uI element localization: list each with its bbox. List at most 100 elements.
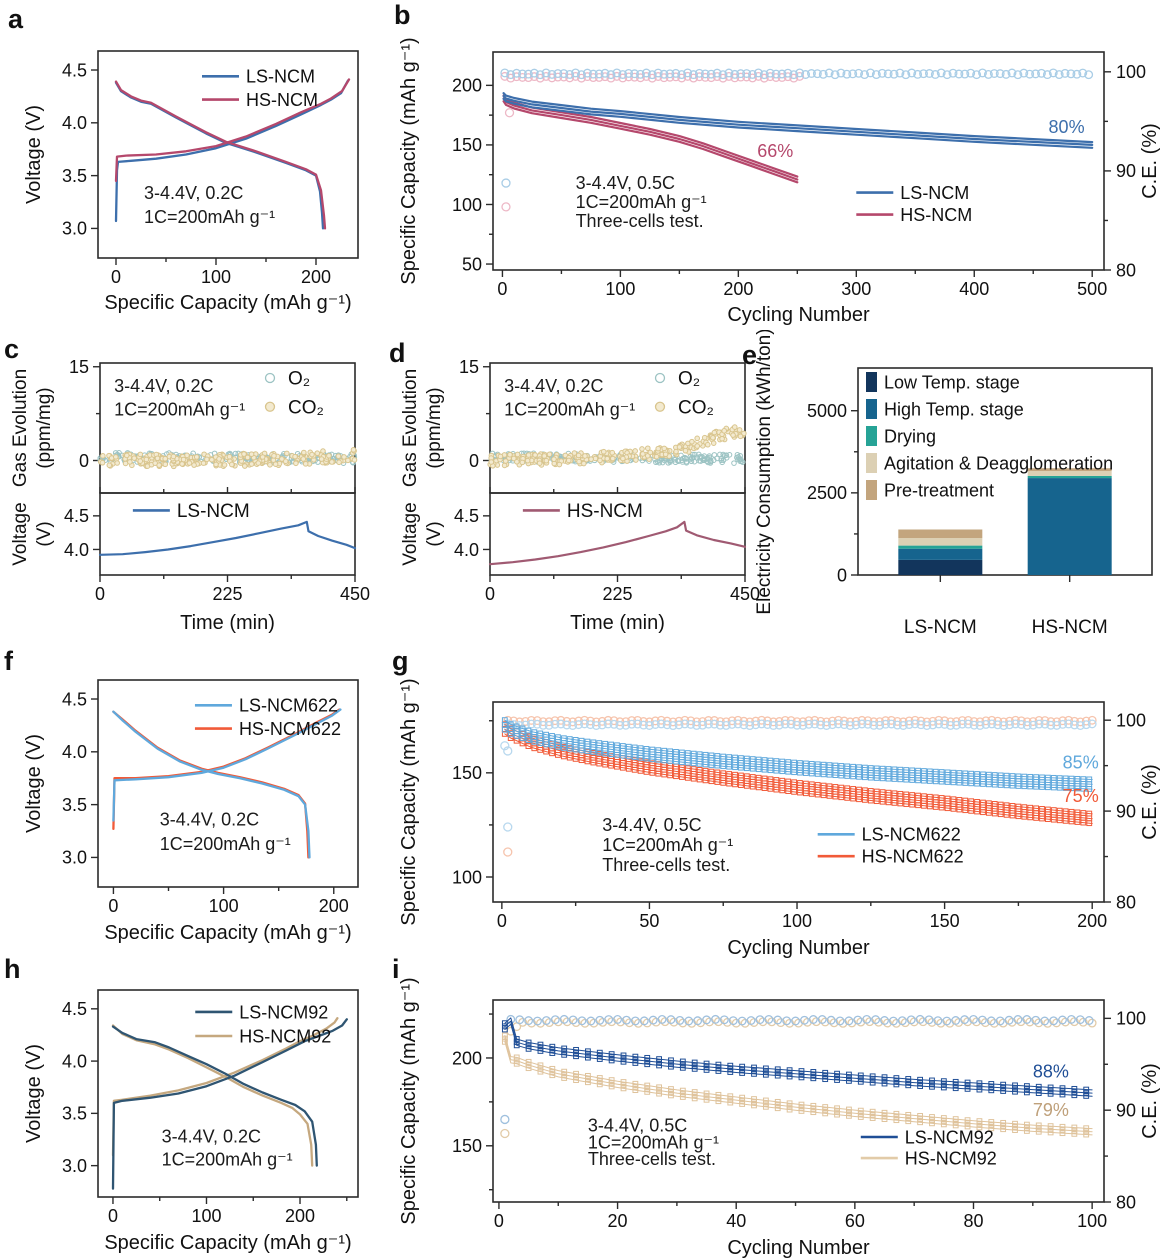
panel-b-chart: 0 100 200 300 400 500 Cycling Number 50 100 150 20… bbox=[398, 37, 1161, 326]
capacity-marker bbox=[668, 1060, 674, 1067]
gas-marker bbox=[536, 460, 543, 466]
capacity-marker bbox=[988, 1125, 995, 1132]
ce-marker bbox=[644, 721, 654, 730]
capacity-marker bbox=[761, 757, 768, 763]
capacity-marker bbox=[964, 1120, 971, 1127]
ce-marker bbox=[995, 69, 1005, 79]
gas-marker bbox=[137, 458, 144, 464]
gas-marker bbox=[143, 456, 150, 463]
ce-marker bbox=[820, 1017, 830, 1027]
ce-marker bbox=[877, 68, 887, 78]
gas-marker bbox=[186, 460, 193, 466]
axis-label: C.E. (%) bbox=[1139, 123, 1161, 199]
capacity-marker bbox=[786, 1106, 793, 1113]
ce-marker bbox=[1078, 1017, 1088, 1027]
panel-h-chart: 0 100 200 Specific Capacity (mAh g⁻¹) 3.0 3.5… bbox=[23, 989, 359, 1254]
annotation: 3-4.4V, 0.2C bbox=[144, 183, 243, 203]
ce-marker bbox=[600, 68, 610, 78]
gas-marker bbox=[514, 458, 520, 465]
capacity-marker bbox=[703, 1090, 710, 1097]
series-line bbox=[502, 100, 799, 184]
series-line bbox=[111, 1024, 314, 1167]
capacity-marker bbox=[549, 1069, 556, 1075]
ce-marker bbox=[680, 715, 690, 725]
ce-marker bbox=[1028, 720, 1038, 730]
capacity-marker bbox=[885, 789, 892, 796]
ce-marker bbox=[527, 1018, 537, 1028]
ce-marker bbox=[789, 70, 799, 80]
capacity-marker bbox=[1009, 773, 1016, 779]
capacity-marker bbox=[543, 731, 550, 738]
tick-label: 60 bbox=[845, 1211, 865, 1231]
gas-marker bbox=[514, 451, 521, 458]
ce-marker bbox=[773, 1015, 783, 1025]
gas-marker bbox=[309, 451, 315, 458]
axis-label: C.E. (%) bbox=[1139, 764, 1161, 840]
ce-marker bbox=[595, 1015, 605, 1025]
tick-label: 0 bbox=[79, 451, 89, 471]
tick-label: 0 bbox=[494, 1211, 504, 1231]
ce-marker bbox=[612, 71, 622, 81]
capacity-marker bbox=[844, 763, 851, 770]
ce-marker bbox=[875, 720, 885, 730]
capacity-marker bbox=[881, 1074, 888, 1081]
ce-marker bbox=[860, 70, 870, 80]
capacity-marker bbox=[774, 1072, 781, 1079]
capacity-marker bbox=[632, 1053, 639, 1060]
capacity-marker bbox=[1015, 803, 1022, 810]
gas-marker bbox=[200, 460, 207, 466]
gas-marker bbox=[272, 461, 279, 467]
capacity-marker bbox=[1000, 1126, 1007, 1133]
annotation: 1C=200mAh g⁻¹ bbox=[588, 1132, 719, 1152]
gas-marker bbox=[711, 429, 718, 436]
tick-label: 200 bbox=[1077, 911, 1107, 931]
capacity-marker bbox=[938, 795, 945, 801]
ce-marker bbox=[1005, 720, 1014, 730]
ce-marker bbox=[1025, 69, 1035, 79]
gas-marker bbox=[502, 458, 509, 464]
capacity-marker bbox=[1059, 1088, 1066, 1095]
capacity-marker bbox=[893, 1081, 900, 1088]
ce-marker bbox=[946, 720, 955, 730]
ce-marker bbox=[523, 69, 533, 79]
capacity-marker bbox=[632, 1084, 639, 1090]
ce-marker bbox=[1016, 720, 1026, 729]
capacity-marker bbox=[578, 737, 585, 744]
ce-marker bbox=[804, 719, 814, 729]
ce-marker bbox=[901, 70, 911, 80]
ce-marker bbox=[960, 1015, 970, 1025]
capacity-marker bbox=[691, 1089, 698, 1095]
ce-marker bbox=[529, 72, 539, 82]
ce-marker bbox=[978, 68, 987, 78]
ce-marker bbox=[812, 69, 822, 79]
capacity-marker bbox=[857, 1107, 864, 1114]
annotation: 3-4.4V, 0.2C bbox=[160, 810, 259, 830]
legend-label: HS-NCM622 bbox=[862, 846, 964, 866]
ce-marker bbox=[733, 715, 743, 725]
capacity-marker bbox=[525, 1045, 532, 1052]
tick-label: 100 bbox=[452, 867, 482, 887]
ce-marker bbox=[808, 1015, 818, 1024]
ce-marker bbox=[694, 68, 704, 78]
capacity-marker bbox=[932, 794, 939, 801]
capacity-marker bbox=[525, 1065, 532, 1072]
capacity-marker bbox=[820, 782, 827, 789]
gas-marker bbox=[541, 453, 548, 459]
capacity-marker bbox=[1035, 1122, 1042, 1129]
series-line bbox=[502, 97, 799, 181]
ce-marker bbox=[1052, 720, 1062, 730]
category-label: HS-NCM bbox=[1032, 617, 1108, 638]
gas-marker bbox=[737, 458, 743, 465]
capacity-marker bbox=[644, 1085, 651, 1092]
ce-marker bbox=[586, 1016, 596, 1026]
capacity-marker bbox=[926, 793, 933, 800]
tick-label: 400 bbox=[959, 279, 989, 299]
capacity-marker bbox=[585, 1079, 591, 1086]
capacity-marker bbox=[940, 1084, 947, 1091]
ce-marker bbox=[639, 1016, 649, 1026]
bar-segment bbox=[1027, 471, 1112, 476]
ce-marker bbox=[574, 720, 584, 730]
ce-marker bbox=[532, 719, 542, 729]
capacity-marker bbox=[779, 777, 786, 784]
annotation: 1C=200mAh g⁻¹ bbox=[162, 1150, 293, 1170]
